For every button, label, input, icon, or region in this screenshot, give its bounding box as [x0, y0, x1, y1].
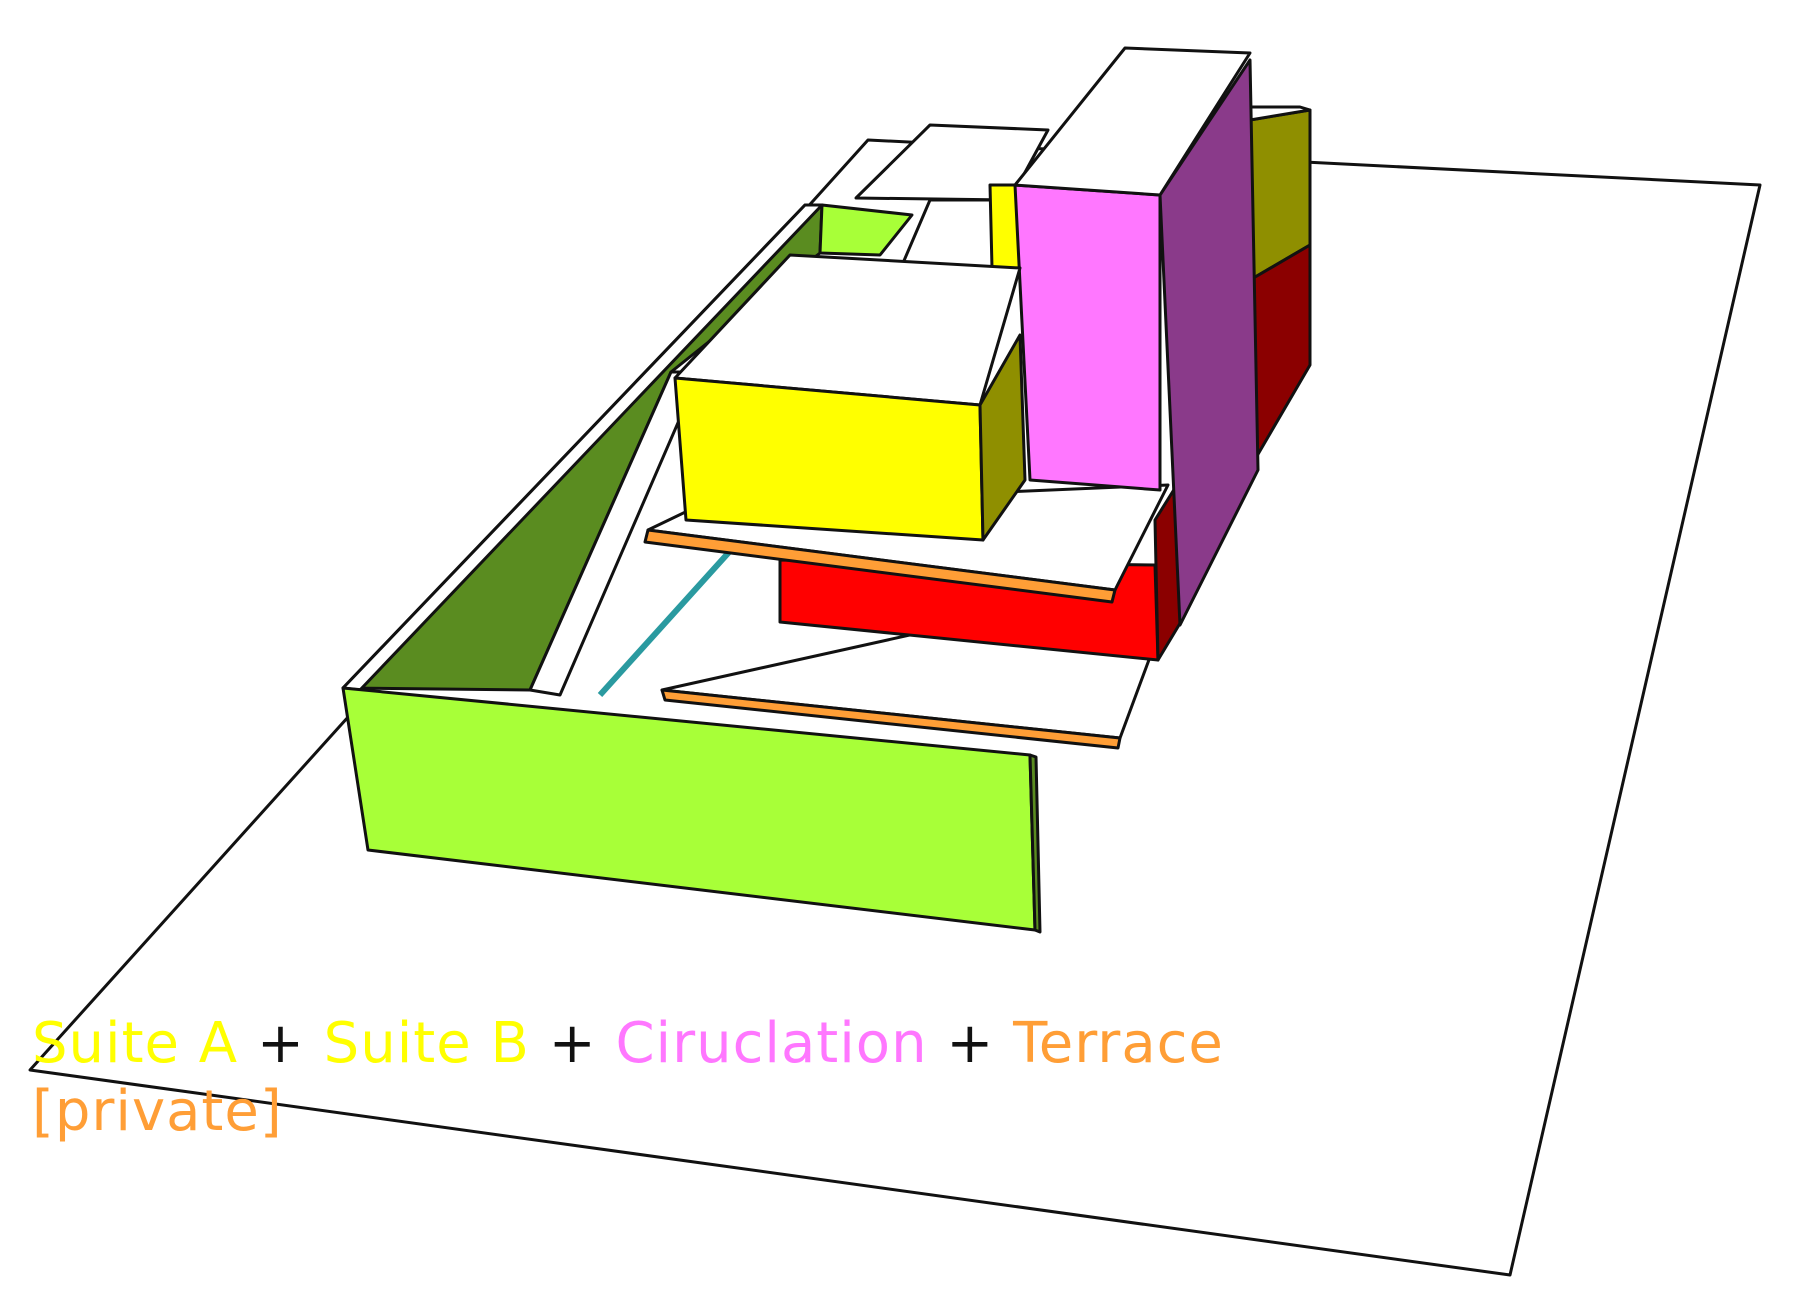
circulation-side	[1158, 58, 1260, 627]
legend-caption: Suite A + Suite B + Ciruclation + Terrac…	[32, 1010, 1332, 1146]
suite-a-front	[673, 376, 985, 542]
legend-separator: +	[548, 1011, 597, 1076]
legend-separator: +	[256, 1011, 305, 1076]
lower-terrace-edge	[660, 688, 1122, 750]
upper-terrace-edge	[643, 528, 1117, 604]
legend-suite-a: Suite A	[32, 1011, 239, 1076]
circulation-top	[1013, 46, 1252, 197]
green-wall-end	[1028, 753, 1042, 934]
legend-circulation: Ciruclation	[615, 1011, 928, 1076]
legend-terrace: Terrace [private]	[32, 1011, 1224, 1144]
green-wall-back	[818, 203, 914, 257]
teal-strip	[597, 537, 743, 698]
circulation-front	[1013, 183, 1162, 492]
legend-separator: +	[946, 1011, 995, 1076]
legend-suite-b: Suite B	[323, 1011, 530, 1076]
suite-a-side	[978, 333, 1027, 542]
